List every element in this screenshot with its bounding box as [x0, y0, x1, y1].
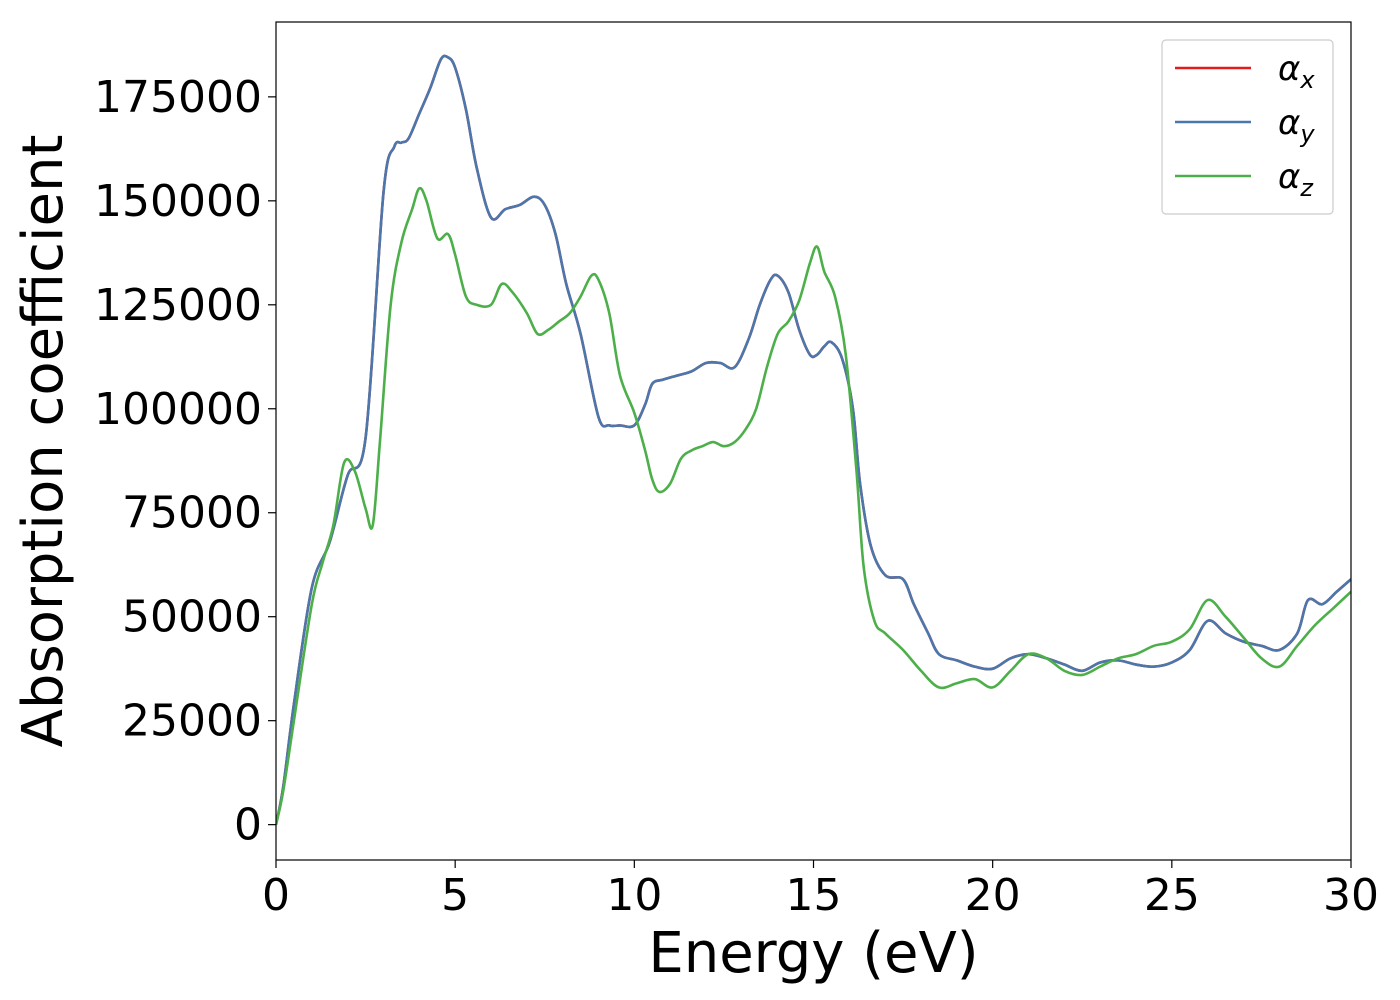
y-tick-label: 50000	[122, 592, 262, 643]
legend: αx αy αz	[1161, 39, 1334, 215]
x-axis-label: Energy (eV)	[648, 921, 978, 986]
y-tick-label: 75000	[122, 488, 262, 539]
legend-label-z: αz	[1278, 157, 1314, 202]
x-tick-label: 20	[965, 870, 1021, 921]
y-tick-label: 100000	[94, 384, 262, 435]
y-axis-label: Absorption coefficient	[11, 135, 76, 748]
y-axis-ticks: 0 25000 50000 75000 100000 125000 150000 175000	[94, 72, 276, 851]
legend-label-y: αy	[1278, 103, 1315, 148]
y-tick-label: 125000	[94, 280, 262, 331]
y-tick-label: 175000	[94, 72, 262, 123]
x-axis-ticks: 0 5 10 15 20 25 30	[262, 860, 1379, 921]
x-tick-label: 30	[1323, 870, 1379, 921]
y-tick-label: 0	[234, 800, 262, 851]
x-tick-label: 15	[786, 870, 842, 921]
y-tick-label: 25000	[122, 696, 262, 747]
series-line-z	[276, 186, 1351, 825]
series-line-y	[276, 54, 1351, 825]
x-tick-label: 25	[1144, 870, 1200, 921]
y-tick-label: 150000	[94, 176, 262, 227]
legend-box	[1161, 39, 1334, 215]
series-layer	[276, 54, 1351, 825]
x-tick-label: 0	[262, 870, 290, 921]
x-tick-label: 5	[441, 870, 469, 921]
legend-label-x: αx	[1278, 49, 1315, 94]
x-tick-label: 10	[606, 870, 662, 921]
